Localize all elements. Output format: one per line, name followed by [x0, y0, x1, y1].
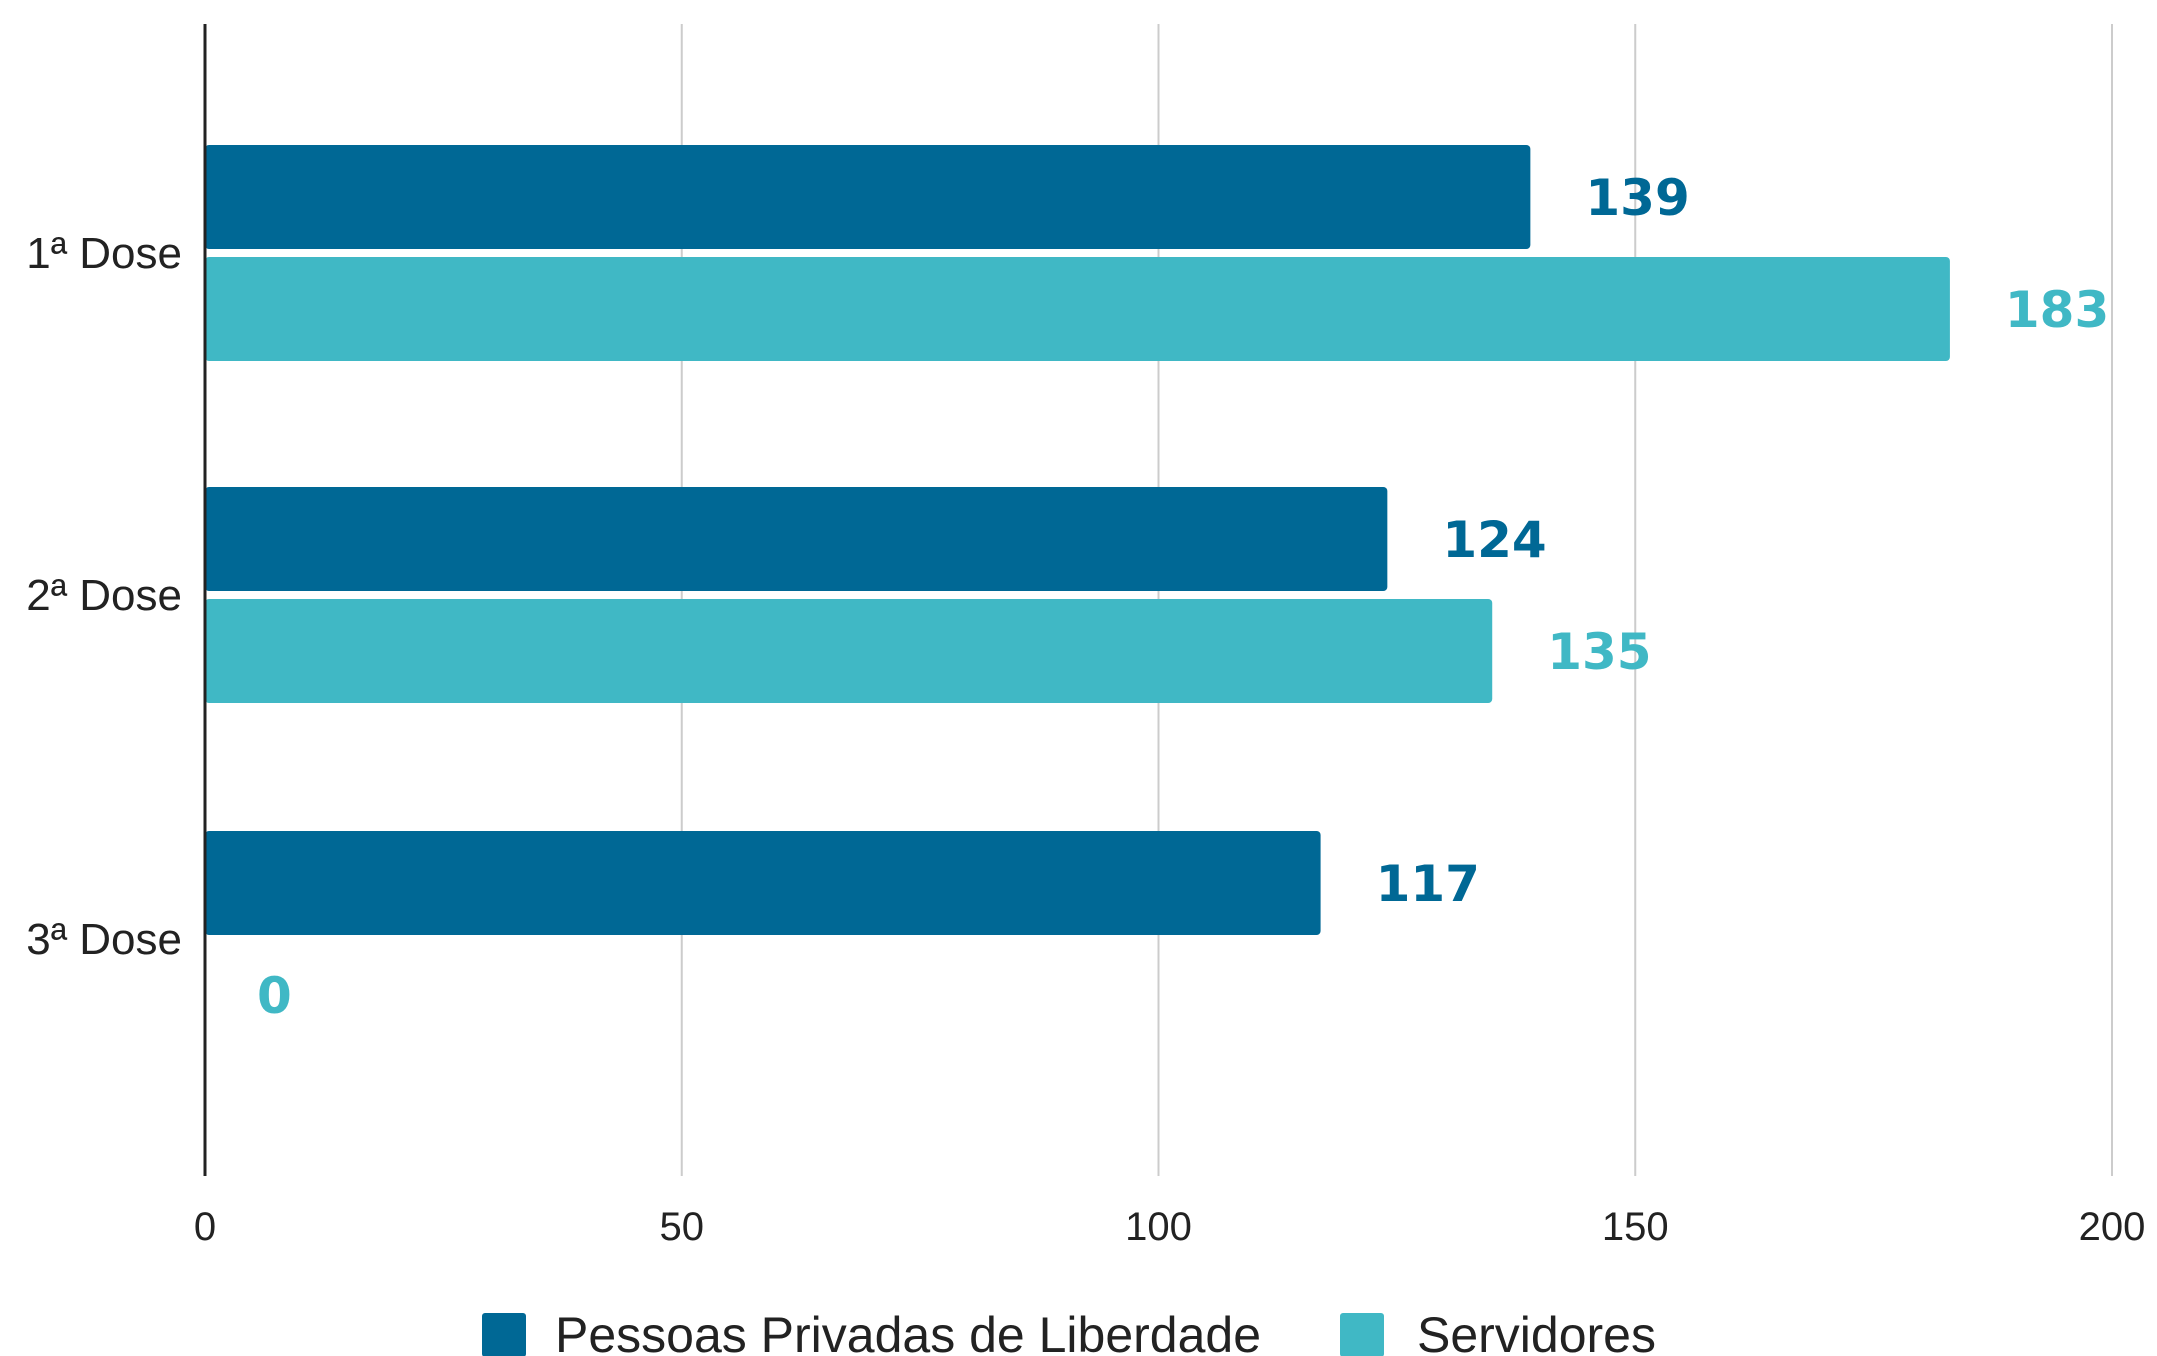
legend-swatch [482, 1313, 526, 1356]
data-label: 124 [1442, 511, 1546, 569]
bars [205, 145, 1950, 935]
data-label: 135 [1547, 623, 1651, 681]
category-label: 2ª Dose [26, 571, 182, 620]
x-axis-tick-labels: 0 50 100 150 200 [194, 1205, 2146, 1249]
x-tick-label: 0 [194, 1205, 216, 1249]
bar-servidores-0 [205, 257, 1950, 361]
x-tick-label: 50 [660, 1205, 705, 1249]
legend-label: Servidores [1417, 1307, 1656, 1356]
category-labels: 1ª Dose 2ª Dose 3ª Dose [26, 229, 182, 964]
data-label: 183 [2005, 281, 2109, 339]
x-tick-label: 150 [1602, 1205, 1669, 1249]
x-tick-label: 200 [2079, 1205, 2146, 1249]
data-label: 139 [1585, 169, 1689, 227]
category-label: 3ª Dose [26, 915, 182, 964]
bar-servidores-1 [205, 599, 1493, 703]
data-label: 117 [1376, 855, 1480, 913]
category-label: 1ª Dose [26, 229, 182, 278]
data-label: 0 [257, 967, 292, 1025]
bar-pessoas-privadas-de-liberdade-1 [205, 487, 1388, 591]
legend-label: Pessoas Privadas de Liberdade [555, 1307, 1261, 1356]
legend-swatch [1340, 1313, 1384, 1356]
bar-pessoas-privadas-de-liberdade-0 [205, 145, 1531, 249]
legend: Pessoas Privadas de Liberdade Servidores [482, 1307, 1656, 1356]
x-tick-label: 100 [1125, 1205, 1192, 1249]
bar-pessoas-privadas-de-liberdade-2 [205, 831, 1321, 935]
